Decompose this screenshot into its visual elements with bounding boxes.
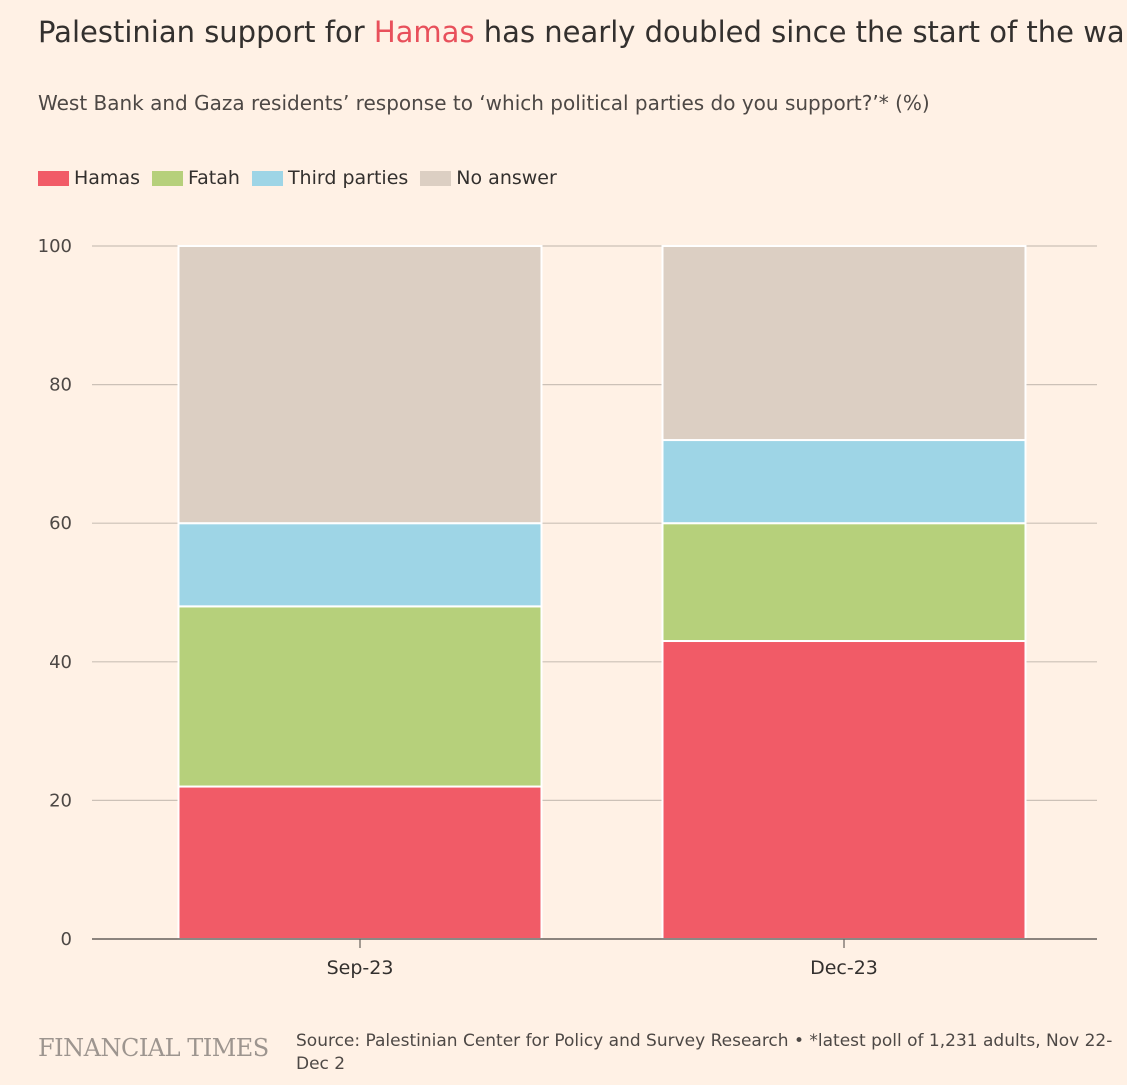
- legend-swatch-fatah: [151, 170, 183, 186]
- y-tick-label-0: 0: [61, 929, 72, 950]
- legend-label-hamas: Hamas: [74, 167, 140, 189]
- legend-label-third-parties: Third parties: [287, 167, 409, 189]
- y-tick-label-20: 20: [49, 790, 72, 811]
- legend-item-fatah: Fatah: [151, 167, 240, 189]
- x-tick-label-dec-23: Dec-23: [810, 957, 878, 979]
- x-tick-label-sep-23: Sep-23: [327, 957, 394, 979]
- title-suffix: has nearly doubled since the start of th…: [474, 15, 1127, 49]
- legend-item-hamas: Hamas: [38, 167, 140, 189]
- legend-swatch-third-parties: [251, 170, 283, 186]
- bar-dec-23-third-parties: [661, 439, 1027, 525]
- bar-sep-23-no-answer: [177, 245, 543, 525]
- title-prefix: Palestinian support for: [38, 15, 374, 49]
- bar-dec-23-fatah: [661, 522, 1027, 643]
- source-note: Source: Palestinian Center for Policy an…: [296, 1031, 1113, 1074]
- bars: [177, 245, 1027, 940]
- title-highlight: Hamas: [373, 15, 475, 49]
- legend-label-no-answer: No answer: [456, 167, 557, 189]
- chart-subtitle: West Bank and Gaza residents’ response t…: [38, 91, 930, 115]
- axes: 0 20 40 60 80 100 Sep-23 Dec-23: [38, 236, 1097, 979]
- y-tick-label-40: 40: [49, 652, 72, 673]
- legend-label-fatah: Fatah: [187, 167, 240, 189]
- bar-dec-23-no-answer: [661, 245, 1027, 442]
- legend-swatch-no-answer: [420, 170, 452, 186]
- y-tick-label-60: 60: [49, 513, 72, 534]
- bar-dec-23-hamas: [661, 640, 1027, 940]
- ft-logo: FINANCIAL TIMES: [38, 1034, 269, 1062]
- bar-sep-23-third-parties: [177, 522, 543, 608]
- legend-swatch-hamas: [38, 170, 69, 186]
- chart-plot-area: 0 20 40 60 80 100 Sep-23 Dec-23: [38, 236, 1097, 979]
- y-tick-label-100: 100: [38, 236, 72, 257]
- legend-item-third-parties: Third parties: [251, 167, 409, 189]
- bar-sep-23-fatah: [177, 605, 543, 788]
- legend: Hamas Fatah Third parties No answer: [38, 165, 569, 191]
- bar-sep-23-hamas: [177, 785, 543, 940]
- legend-item-no-answer: No answer: [420, 167, 557, 189]
- y-tick-label-80: 80: [49, 375, 72, 396]
- chart-title: Palestinian support for Hamas has nearly…: [38, 12, 1127, 52]
